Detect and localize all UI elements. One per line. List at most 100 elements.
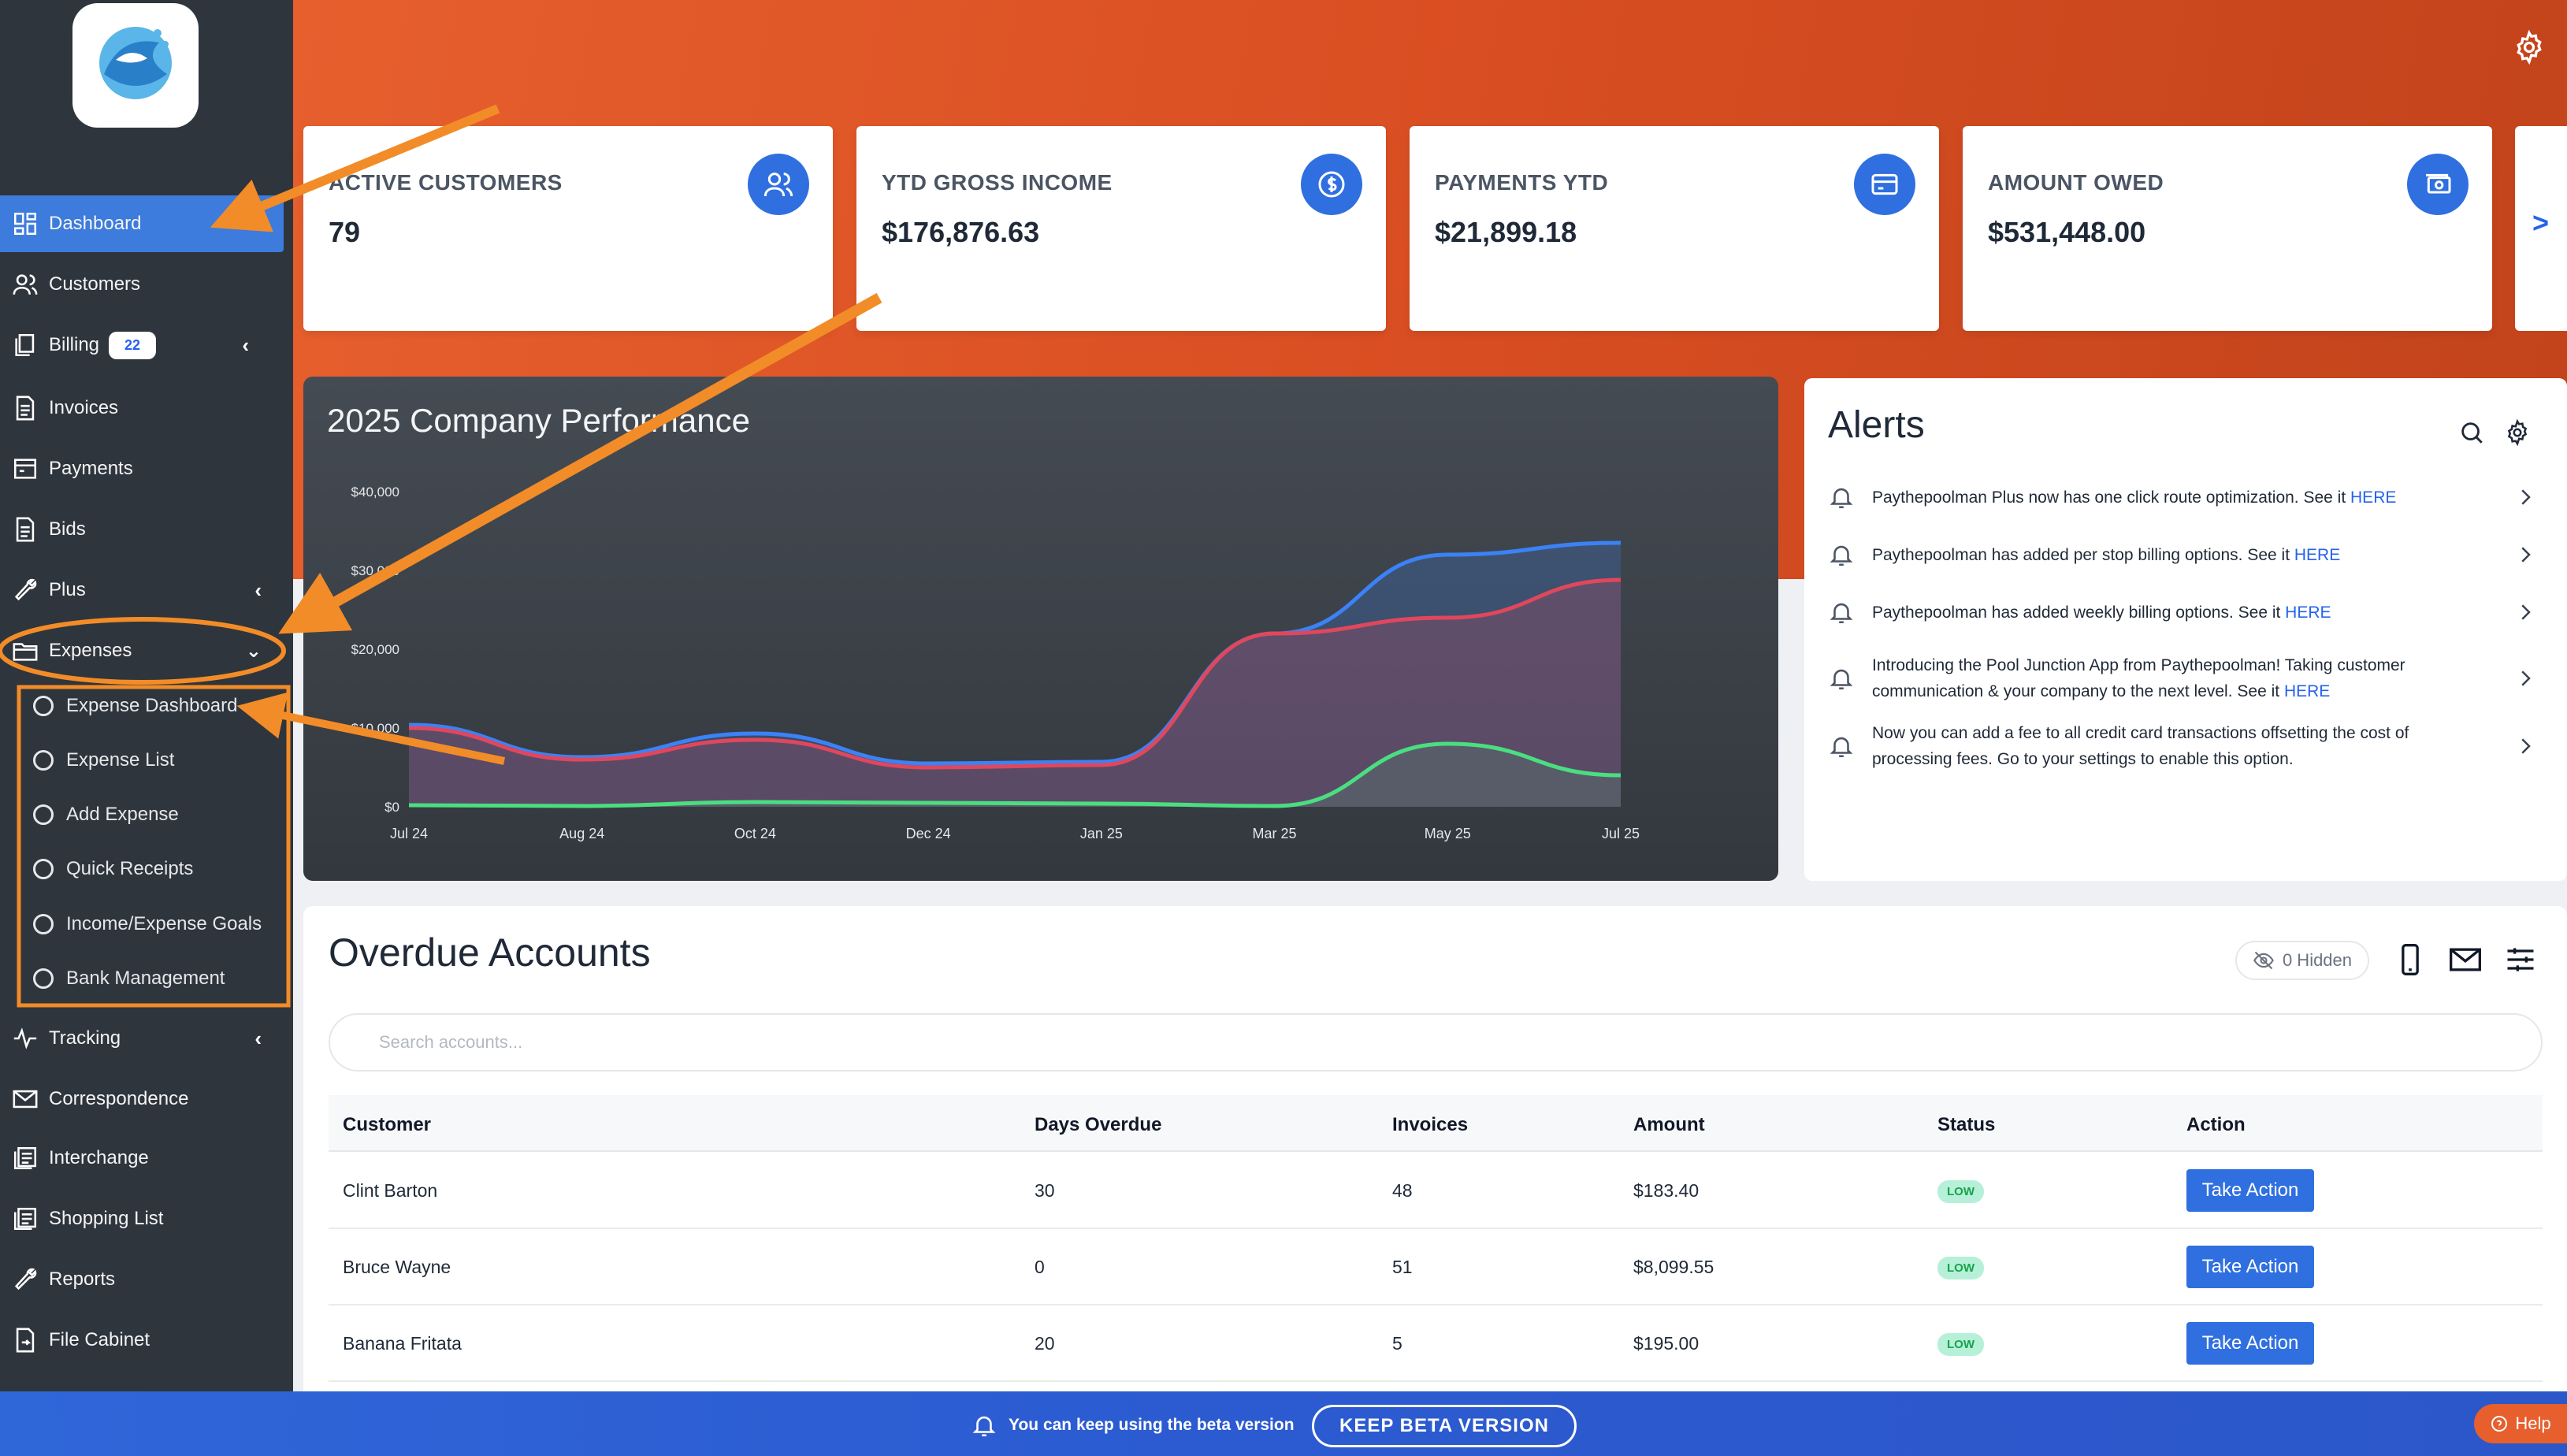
chevron-right-icon[interactable]: [2513, 543, 2537, 566]
sub-item-expense-dashboard[interactable]: Expense Dashboard: [33, 682, 237, 730]
bell-icon: [1830, 488, 1853, 509]
alert-item[interactable]: Introducing the Pool Junction App from P…: [1828, 652, 2537, 704]
status-badge: LOW: [1937, 1257, 1984, 1280]
column-header[interactable]: Status: [1937, 1114, 1996, 1135]
sub-item-income-expense-goals[interactable]: Income/Expense Goals: [33, 901, 262, 948]
users-icon: [748, 154, 809, 215]
card-value: 79: [329, 216, 361, 248]
alert-link[interactable]: HERE: [2283, 682, 2331, 700]
search-icon[interactable]: [2458, 419, 2485, 446]
card-title: YTD GROSS INCOME: [882, 170, 1113, 195]
list-icon: [11, 1205, 39, 1233]
performance-chart-svg: $40,000 $30,000 $20,000 $10,000 $0 Jul 24 Aug …: [351, 485, 1640, 841]
sidebar-item-reports[interactable]: Reports: [0, 1251, 284, 1308]
company-performance-chart: $40,000 $30,000 $20,000 $10,000 $0 Jul 24 Aug …: [303, 377, 1778, 881]
days-cell: 30: [1035, 1180, 1055, 1201]
chevron-right-icon[interactable]: [2513, 667, 2537, 690]
invoices-cell: 51: [1392, 1257, 1413, 1277]
alert-text: Paythepoolman Plus now has one click rou…: [1872, 488, 2351, 507]
sidebar-item-interchange[interactable]: Interchange: [0, 1130, 284, 1187]
sidebar-item-dashboard[interactable]: Dashboard: [0, 195, 284, 252]
sidebar-item-label: Dashboard: [49, 213, 142, 234]
sub-item-bank-management[interactable]: Bank Management: [33, 955, 225, 1002]
stat-card-ytd-gross-income[interactable]: YTD GROSS INCOME $176,876.63: [856, 126, 1386, 331]
alert-item[interactable]: Paythepoolman has added per stop billing…: [1828, 541, 2537, 568]
chevron-left-icon[interactable]: ‹: [254, 578, 262, 602]
sidebar-item-plus[interactable]: Plus ‹: [0, 562, 284, 618]
chevron-down-icon[interactable]: ⌄: [245, 640, 262, 662]
stat-card-amount-owed[interactable]: AMOUNT OWED $531,448.00: [1963, 126, 2492, 331]
sidebar-item-shopping-list[interactable]: Shopping List: [0, 1190, 284, 1247]
series-area: [409, 580, 1621, 807]
column-header[interactable]: Invoices: [1392, 1114, 1469, 1135]
take-action-button[interactable]: Take Action: [2186, 1246, 2314, 1288]
stat-card-payments-ytd[interactable]: PAYMENTS YTD $21,899.18: [1410, 126, 1939, 331]
alert-text: Now you can add a fee to all credit card…: [1872, 724, 2409, 768]
take-action-button[interactable]: Take Action: [2186, 1169, 2314, 1212]
gear-icon[interactable]: [2504, 419, 2531, 446]
customer-cell: Banana Fritata: [343, 1333, 462, 1354]
sidebar-item-tracking[interactable]: Tracking ‹: [0, 1010, 284, 1067]
sub-item-label: Bank Management: [66, 968, 225, 989]
sub-item-add-expense[interactable]: Add Expense: [33, 791, 179, 838]
sidebar-item-label: Shopping List: [49, 1208, 164, 1229]
card-value: $21,899.18: [1435, 216, 1577, 248]
file-icon: [11, 1326, 39, 1354]
hidden-toggle[interactable]: 0 Hidden: [2235, 941, 2369, 980]
alert-link[interactable]: HERE: [2294, 545, 2341, 564]
circle-icon: [33, 750, 54, 771]
invoice-icon: [11, 394, 39, 422]
chevron-right-icon[interactable]: [2513, 734, 2537, 758]
x-tick-label: Aug 24: [559, 826, 604, 841]
days-cell: 20: [1035, 1333, 1055, 1354]
search-input[interactable]: [329, 1013, 2543, 1072]
take-action-button[interactable]: Take Action: [2186, 1322, 2314, 1365]
alert-item[interactable]: Paythepoolman has added weekly billing o…: [1828, 599, 2537, 626]
keep-beta-button[interactable]: KEEP BETA VERSION: [1312, 1405, 1577, 1447]
mail-icon[interactable]: [2448, 942, 2483, 977]
sub-item-quick-receipts[interactable]: Quick Receipts: [33, 845, 193, 893]
table-row[interactable]: Bruce Wayne 0 51 $8,099.55 LOW Take Acti…: [329, 1230, 2543, 1306]
stat-card-active-customers[interactable]: ACTIVE CUSTOMERS 79: [303, 126, 833, 331]
sidebar-item-billing[interactable]: Billing 22 ‹: [0, 317, 284, 373]
chevron-left-icon[interactable]: ‹: [242, 332, 249, 357]
alert-item[interactable]: Now you can add a fee to all credit card…: [1828, 720, 2537, 772]
y-tick-label: $40,000: [351, 485, 399, 500]
chevron-left-icon[interactable]: ‹: [254, 1026, 262, 1050]
hidden-count: 0 Hidden: [2282, 950, 2353, 970]
sidebar-item-invoices[interactable]: Invoices: [0, 380, 284, 436]
overdue-accounts-panel: Overdue Accounts 0 Hidden Customer Days …: [303, 906, 2567, 1395]
sidebar-item-bids[interactable]: Bids: [0, 501, 284, 558]
alert-link[interactable]: HERE: [2285, 603, 2331, 622]
customer-cell: Bruce Wayne: [343, 1257, 451, 1277]
chevron-right-icon[interactable]: [2513, 485, 2537, 509]
table-row[interactable]: Banana Fritata 20 5 $195.00 LOW Take Act…: [329, 1306, 2543, 1382]
table-header: Customer Days Overdue Invoices Amount St…: [329, 1095, 2543, 1152]
sidebar-item-correspondence[interactable]: Correspondence: [0, 1071, 284, 1127]
sub-item-label: Income/Expense Goals: [66, 913, 262, 934]
help-button[interactable]: Help: [2474, 1404, 2567, 1443]
column-header[interactable]: Amount: [1633, 1114, 1705, 1135]
sidebar-item-label: Plus: [49, 579, 86, 600]
column-header[interactable]: Customer: [343, 1114, 432, 1135]
sidebar-item-file-cabinet[interactable]: File Cabinet: [0, 1312, 284, 1369]
sub-item-expense-list[interactable]: Expense List: [33, 737, 174, 784]
credit-card-icon: [1854, 154, 1915, 215]
column-header[interactable]: Days Overdue: [1035, 1114, 1162, 1135]
phone-icon[interactable]: [2393, 942, 2428, 977]
filter-sliders-icon[interactable]: [2503, 942, 2538, 977]
invoices-cell: 5: [1392, 1333, 1402, 1354]
circle-icon: [33, 914, 54, 934]
alert-item[interactable]: Paythepoolman Plus now has one click rou…: [1828, 484, 2537, 511]
x-tick-label: Dec 24: [906, 826, 951, 841]
card-title: PAYMENTS YTD: [1435, 170, 1609, 195]
sidebar-item-payments[interactable]: Payments: [0, 440, 284, 497]
cards-next-button[interactable]: >: [2515, 126, 2567, 331]
chevron-right-icon[interactable]: [2513, 600, 2537, 624]
sidebar-item-customers[interactable]: Customers: [0, 256, 284, 313]
gear-icon[interactable]: [2512, 30, 2547, 65]
table-row[interactable]: Clint Barton 30 48 $183.40 LOW Take Acti…: [329, 1153, 2543, 1229]
alert-link[interactable]: HERE: [2350, 488, 2397, 507]
sidebar-item-expenses[interactable]: Expenses ⌄: [0, 622, 284, 679]
app-logo[interactable]: [72, 3, 199, 128]
